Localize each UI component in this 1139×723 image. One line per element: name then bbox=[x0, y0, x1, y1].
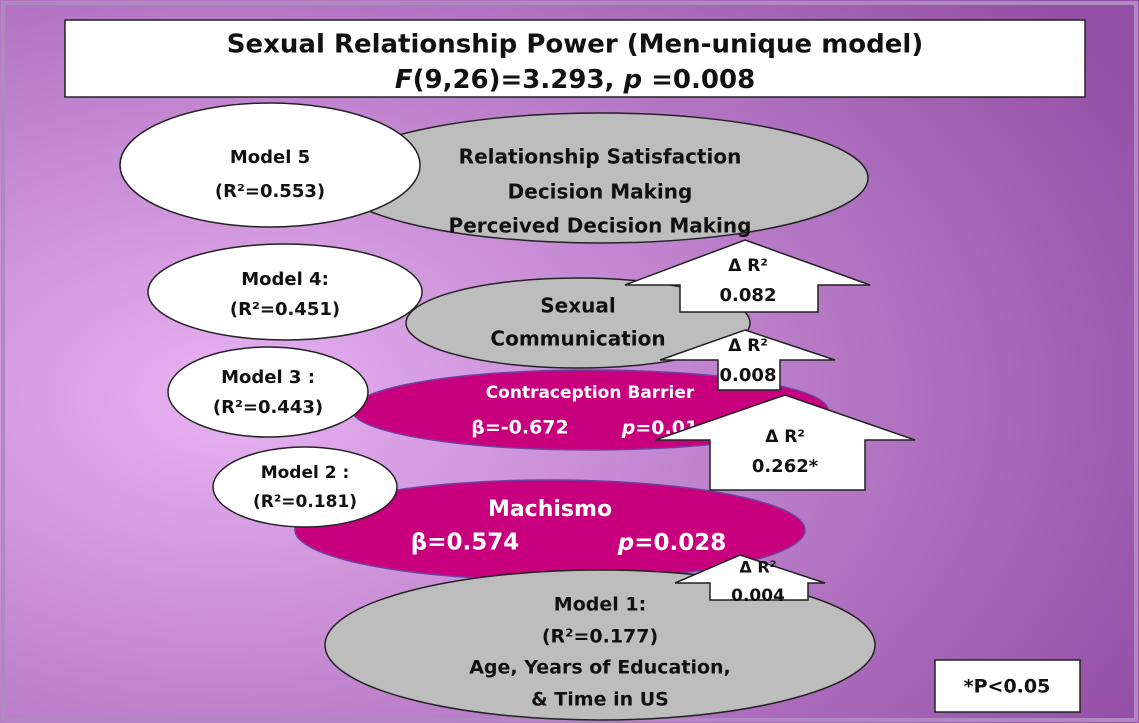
predictor-ellipse bbox=[405, 277, 751, 369]
model-ellipse bbox=[167, 346, 369, 438]
note-box bbox=[934, 659, 1081, 713]
arrow bbox=[659, 329, 836, 391]
arrow bbox=[674, 554, 826, 601]
arrow-label: Δ R² bbox=[728, 256, 768, 276]
predictor-name: Contraception Barrier bbox=[486, 383, 695, 403]
note: *P<0.05 bbox=[964, 676, 1051, 698]
base-text: Age, Years of Education, bbox=[469, 657, 731, 679]
predictor-beta: β=-0.672 bbox=[471, 417, 569, 439]
model-ellipse bbox=[119, 102, 421, 228]
model-label: Model 3 : bbox=[221, 367, 315, 388]
model-r2: (R²=0.451) bbox=[230, 299, 340, 320]
model-r2: (R²=0.181) bbox=[253, 492, 357, 512]
arrow-value: 0.004 bbox=[731, 586, 785, 606]
base-text: & Time in US bbox=[531, 689, 669, 711]
p-symbol: p bbox=[617, 530, 634, 556]
stat-p-value: =0.008 bbox=[642, 65, 755, 95]
p-symbol: p bbox=[621, 417, 636, 439]
stat-f: F bbox=[395, 65, 413, 95]
title: Sexual Relationship Power (Men-unique mo… bbox=[227, 30, 923, 60]
arrow-value: 0.008 bbox=[720, 365, 777, 386]
predictor-text: Sexual bbox=[540, 294, 615, 318]
subtitle: F(9,26)=3.293, p =0.008 bbox=[395, 65, 755, 95]
arrow-label: Δ R² bbox=[739, 558, 776, 577]
predictor-text: Perceived Decision Making bbox=[449, 214, 752, 238]
p-value: =0.028 bbox=[634, 530, 726, 556]
model-label: Model 2 : bbox=[261, 463, 350, 483]
title-box bbox=[64, 19, 1086, 98]
model-label: Model 4: bbox=[241, 269, 329, 290]
model-r2: (R²=0.443) bbox=[213, 397, 323, 418]
arrow-label: Δ R² bbox=[765, 427, 805, 447]
predictor-beta: β=0.574 bbox=[411, 530, 520, 556]
arrow bbox=[624, 239, 871, 313]
stat-p: p bbox=[622, 65, 642, 95]
predictor-text: Relationship Satisfaction bbox=[459, 145, 742, 169]
arrow bbox=[654, 394, 916, 491]
model-label: Model 5 bbox=[230, 147, 310, 168]
base-label: Model 1: bbox=[554, 594, 646, 616]
arrow-value: 0.262* bbox=[752, 456, 819, 477]
predictor-text: Decision Making bbox=[508, 180, 693, 204]
base-ellipse bbox=[324, 569, 876, 721]
arrow-value: 0.082 bbox=[720, 285, 777, 306]
model-ellipse bbox=[147, 243, 423, 341]
arrow-label: Δ R² bbox=[728, 336, 768, 356]
predictor-p: p=0.028 bbox=[617, 530, 727, 556]
stat-f-value: (9,26)=3.293, bbox=[413, 65, 624, 95]
predictor-text: Communication bbox=[490, 327, 665, 351]
base-r2: (R²=0.177) bbox=[542, 626, 658, 648]
model-ellipse bbox=[212, 446, 398, 528]
model-r2: (R²=0.553) bbox=[215, 181, 325, 202]
predictor-name: Machismo bbox=[488, 497, 612, 522]
